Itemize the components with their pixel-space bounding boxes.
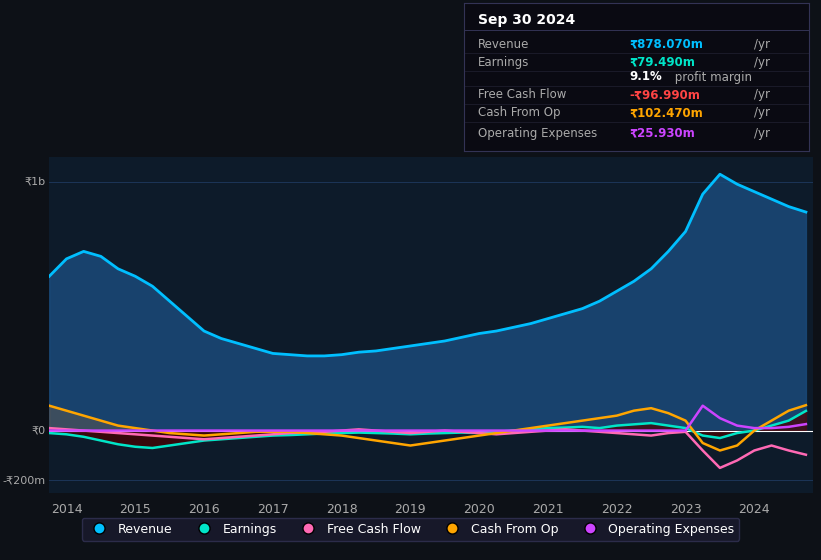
Text: Revenue: Revenue: [478, 38, 529, 51]
Text: /yr: /yr: [754, 106, 769, 119]
Text: ₹102.470m: ₹102.470m: [630, 106, 703, 119]
Text: ₹1b: ₹1b: [25, 177, 45, 186]
Text: Cash From Op: Cash From Op: [478, 106, 560, 119]
Text: Sep 30 2024: Sep 30 2024: [478, 13, 575, 27]
Text: ₹25.930m: ₹25.930m: [630, 127, 695, 140]
Text: -₹96.990m: -₹96.990m: [630, 88, 700, 101]
Text: 9.1%: 9.1%: [630, 71, 662, 83]
Text: /yr: /yr: [754, 38, 769, 51]
Text: ₹878.070m: ₹878.070m: [630, 38, 704, 51]
Text: /yr: /yr: [754, 55, 769, 69]
Text: /yr: /yr: [754, 88, 769, 101]
Text: /yr: /yr: [754, 127, 769, 140]
Text: ₹79.490m: ₹79.490m: [630, 55, 695, 69]
Text: Earnings: Earnings: [478, 55, 529, 69]
Text: Free Cash Flow: Free Cash Flow: [478, 88, 566, 101]
Text: Operating Expenses: Operating Expenses: [478, 127, 597, 140]
Legend: Revenue, Earnings, Free Cash Flow, Cash From Op, Operating Expenses: Revenue, Earnings, Free Cash Flow, Cash …: [81, 517, 740, 541]
Text: profit margin: profit margin: [671, 71, 752, 83]
Text: -₹200m: -₹200m: [2, 475, 45, 486]
Text: ₹0: ₹0: [31, 426, 45, 436]
